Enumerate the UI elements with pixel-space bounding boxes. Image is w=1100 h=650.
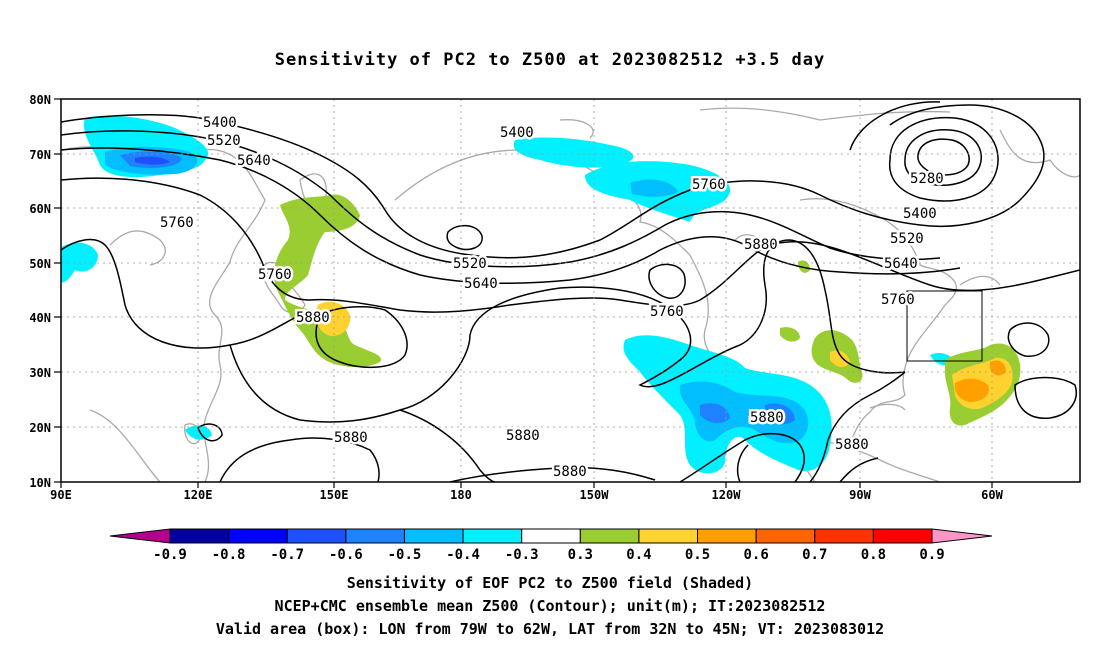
- footer-line-3: Valid area (box): LON from 79W to 62W, L…: [215, 620, 885, 638]
- contour-label-group: 5400 5520 5640 5760 5400 5760 5880 5280 …: [158, 113, 947, 483]
- contour-label: 5880: [334, 430, 368, 446]
- map-frame: [60, 98, 1081, 483]
- lat-label: 10N: [29, 476, 51, 490]
- contour-label: 5640: [237, 153, 271, 169]
- contour-label: 5880: [835, 437, 869, 453]
- colorbar-swatch: [462, 528, 523, 544]
- map-title: Sensitivity of PC2 to Z500 at 2023082512…: [274, 50, 826, 70]
- lon-label: 120E: [184, 488, 213, 502]
- lat-label: 40N: [29, 311, 51, 325]
- sensitivity-shading: [61, 115, 1021, 474]
- contour-label: 5640: [884, 256, 918, 272]
- contour-label: 5880: [553, 464, 587, 480]
- contour-label: 5880: [744, 237, 778, 253]
- colorbar-tick-label: -0.9: [153, 547, 187, 563]
- lon-label: 180: [450, 488, 472, 502]
- colorbar: -0.9 -0.8 -0.7 -0.6 -0.5 -0.4 -0.3 0.3 0.4 0.5 0.6…: [109, 528, 993, 563]
- contour-label: 5400: [903, 206, 937, 222]
- lon-label: 90E: [50, 488, 72, 502]
- contour-label: 5520: [453, 256, 487, 272]
- contour-label: 5880: [296, 310, 330, 326]
- lon-label: 60W: [981, 488, 1003, 502]
- contour-label: 5760: [692, 177, 726, 193]
- colorbar-swatch: [872, 528, 933, 544]
- lon-label: 150E: [320, 488, 349, 502]
- colorbar-swatch: [521, 528, 581, 544]
- lat-label: 70N: [29, 148, 51, 162]
- colorbar-tick-label: 0.5: [685, 547, 710, 563]
- contour-label: 5400: [500, 125, 534, 141]
- colorbar-swatch: [579, 528, 640, 544]
- longitude-labels: 90E 120E 150E 180 150W 120W 90W 60W: [50, 488, 1003, 502]
- contour-label: 5400: [203, 115, 237, 131]
- lat-label: 20N: [29, 421, 51, 435]
- axis-ticks: [54, 98, 993, 488]
- footer-line-2: NCEP+CMC ensemble mean Z500 (Contour); u…: [274, 597, 826, 615]
- colorbar-tick-label: -0.8: [212, 547, 246, 563]
- contour-label: 5880: [750, 410, 784, 426]
- colorbar-swatch: [286, 528, 347, 544]
- contour-label: 5880: [506, 428, 540, 444]
- lat-label: 50N: [29, 257, 51, 271]
- colorbar-tick-label: -0.3: [505, 547, 539, 563]
- colorbar-tick-label: 0.4: [626, 547, 651, 563]
- lon-label: 120W: [712, 488, 742, 502]
- lat-lon-grid: [61, 99, 1080, 482]
- colorbar-tick-label: -0.7: [270, 547, 304, 563]
- colorbar-tick-label: 0.6: [744, 547, 769, 563]
- contour-label: 5760: [160, 215, 194, 231]
- lon-label: 150W: [580, 488, 610, 502]
- colorbar-swatch: [403, 528, 464, 544]
- colorbar-tick-label: 0.9: [919, 547, 944, 563]
- contour-label: 5640: [464, 276, 498, 292]
- colorbar-high-arrow: [931, 528, 993, 544]
- colorbar-low-arrow: [109, 528, 171, 544]
- colorbar-swatch: [638, 528, 699, 544]
- z500-contours: [61, 101, 1080, 482]
- colorbar-tick-label: -0.5: [388, 547, 422, 563]
- colorbar-swatch: [169, 528, 230, 544]
- valid-area-box: [906, 290, 983, 362]
- contour-label: 5760: [258, 267, 292, 283]
- colorbar-swatch: [755, 528, 816, 544]
- colorbar-tick-label: 0.3: [568, 547, 593, 563]
- colorbar-tick-label: -0.6: [329, 547, 363, 563]
- contour-label: 5520: [890, 231, 924, 247]
- colorbar-tick-label: 0.7: [802, 547, 827, 563]
- footer-line-1: Sensitivity of EOF PC2 to Z500 field (Sh…: [346, 574, 754, 592]
- colorbar-swatch: [814, 528, 874, 544]
- colorbar-tick-label: 0.8: [861, 547, 886, 563]
- lat-label: 30N: [29, 366, 51, 380]
- latitude-labels: 80N 70N 60N 50N 40N 30N 20N 10N: [29, 93, 51, 490]
- lat-label: 80N: [29, 93, 51, 107]
- colorbar-tick-label: -0.4: [446, 547, 480, 563]
- lon-label: 90W: [849, 488, 871, 502]
- colorbar-swatch: [228, 528, 288, 544]
- contour-label: 5520: [207, 133, 241, 149]
- lat-label: 60N: [29, 202, 51, 216]
- colorbar-swatch: [697, 528, 757, 544]
- colorbar-swatch: [345, 528, 405, 544]
- contour-label: 5280: [910, 171, 944, 187]
- contour-label: 5760: [650, 304, 684, 320]
- contour-label: 5760: [881, 292, 915, 308]
